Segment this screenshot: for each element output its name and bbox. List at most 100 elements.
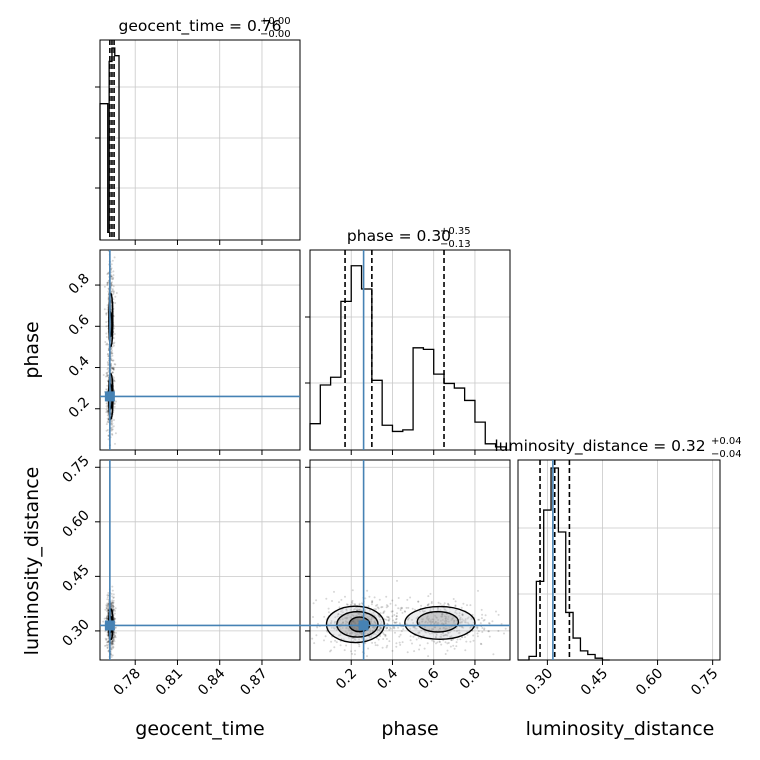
scatter-ld-vs-gt-point-98	[111, 640, 113, 643]
scatter-ld-vs-phase-point-855	[447, 615, 450, 618]
scatter-ld-vs-phase-point-275	[360, 632, 363, 635]
scatter-ld-vs-phase-point-317	[370, 618, 373, 621]
scatter-ld-vs-phase-point-533	[444, 619, 447, 622]
scatter-phase-vs-gt-point-666	[107, 362, 110, 365]
scatter-ld-vs-phase-point-52	[361, 637, 363, 640]
scatter-phase-vs-gt-point-309	[113, 401, 116, 404]
scatter-phase-vs-gt-point-278	[106, 371, 109, 374]
scatter-ld-vs-phase-point-805	[436, 608, 439, 611]
scatter-ld-vs-phase-point-131	[327, 607, 330, 610]
scatter-ld-vs-phase-point-621	[433, 626, 436, 629]
scatter-ld-vs-phase-point-360	[369, 615, 371, 617]
scatter-ld-vs-phase-point-244	[324, 635, 327, 638]
scatter-ld-vs-phase-point-270	[341, 622, 344, 625]
scatter-phase-vs-gt-point-694	[111, 289, 114, 292]
scatter-phase-vs-gt-point-205	[111, 424, 113, 426]
scatter-ld-vs-phase-point-125	[350, 632, 353, 635]
scatter-ld-vs-phase-point-666	[450, 639, 453, 642]
scatter-phase-vs-gt-point-482	[112, 276, 115, 279]
scatter-ld-vs-phase-point-442	[358, 632, 361, 634]
scatter-phase-vs-gt-point-55	[112, 367, 115, 370]
scatter-ld-vs-phase-point-695	[447, 602, 449, 605]
scatter-ld-vs-phase-point-531	[458, 614, 461, 617]
scatter-ld-vs-phase-point-310	[350, 650, 352, 653]
scatter-ld-vs-phase-point-746	[385, 618, 388, 621]
scatter-ld-vs-gt-point-75	[113, 631, 115, 634]
scatter-ld-vs-phase-point-491	[377, 615, 380, 618]
scatter-ld-vs-phase-point-475	[330, 649, 333, 652]
scatter-ld-vs-phase-point-844	[504, 627, 507, 630]
scatter-ld-vs-phase-point-115	[335, 641, 338, 644]
scatter-ld-vs-phase-point-100	[371, 626, 374, 629]
scatter-phase-vs-gt-point-522	[111, 367, 114, 370]
scatter-ld-vs-phase-point-437	[392, 619, 395, 622]
scatter-ld-vs-phase-point-628	[453, 620, 456, 623]
scatter-ld-vs-phase-point-450	[384, 634, 387, 637]
scatter-phase-vs-gt-point-338	[106, 406, 109, 409]
scatter-phase-vs-gt-point-684	[110, 263, 113, 266]
scatter-ld-vs-phase-point-236	[356, 606, 359, 609]
scatter-ld-vs-phase-point-136	[395, 645, 398, 648]
scatter-ld-vs-phase-point-629	[437, 622, 440, 625]
scatter-phase-vs-gt-point-401	[111, 281, 113, 284]
scatter-phase-vs-gt-point-160	[106, 388, 109, 391]
scatter-ld-vs-phase-point-166	[349, 603, 352, 606]
scatter-ld-vs-phase-point-762	[445, 633, 448, 636]
scatter-ld-vs-phase-point-801	[443, 626, 446, 629]
scatter-ld-vs-phase-point-256	[397, 597, 400, 599]
scatter-phase-vs-gt-point-219	[105, 408, 108, 411]
scatter-ld-vs-phase-point-703	[425, 631, 428, 634]
scatter-ld-vs-phase-point-274	[382, 633, 385, 636]
scatter-ld-vs-phase-point-782	[455, 612, 458, 615]
scatter-ld-vs-phase-point-752	[445, 613, 448, 615]
scatter-ld-vs-phase-point-494	[451, 617, 454, 620]
scatter-ld-vs-phase-point-372	[366, 616, 368, 618]
scatter-phase-vs-gt-point-480	[105, 321, 108, 323]
scatter-ld-vs-phase-point-643	[406, 651, 409, 654]
scatter-ld-vs-phase-point-440	[350, 601, 353, 604]
scatter-ld-vs-phase-point-19	[358, 613, 361, 616]
scatter-ld-vs-phase-point-430	[350, 629, 353, 632]
scatter-ld-vs-gt-point-95	[107, 641, 110, 644]
panel-ld-hist-grid	[518, 460, 720, 660]
scatter-ld-vs-gt-point-12	[113, 612, 116, 615]
scatter-phase-vs-gt-point-418	[106, 304, 109, 307]
scatter-ld-vs-phase-point-395	[341, 608, 344, 611]
scatter-ld-vs-phase-point-803	[420, 604, 423, 607]
scatter-ld-vs-gt-point-14	[105, 641, 108, 644]
scatter-ld-vs-phase-point-784	[462, 602, 465, 605]
scatter-ld-vs-phase-point-110	[357, 609, 360, 612]
scatter-ld-vs-phase-point-694	[466, 633, 469, 636]
hist-phase	[309, 265, 507, 450]
scatter-ld-vs-phase-point-725	[434, 614, 437, 617]
scatter-ld-vs-phase-point-199	[369, 630, 372, 632]
scatter-ld-vs-phase-point-361	[352, 619, 355, 622]
scatter-ld-vs-phase-point-349	[352, 620, 355, 623]
scatter-phase-vs-gt-point-207	[106, 410, 109, 413]
panel-ld-vs-gt-xticklabel-1: 0.81	[153, 666, 186, 699]
title-phase-sub: −0.13	[440, 239, 471, 250]
scatter-phase-vs-gt-point-331	[106, 417, 109, 420]
scatter-ld-vs-phase-point-313	[344, 595, 346, 598]
scatter-ld-vs-phase-point-314	[358, 643, 361, 646]
scatter-ld-vs-phase-point-332	[358, 645, 361, 648]
scatter-ld-vs-phase-point-776	[434, 636, 437, 638]
scatter-ld-vs-phase-point-248	[387, 616, 390, 619]
scatter-ld-vs-phase-point-183	[349, 616, 352, 619]
scatter-ld-vs-phase-point-45	[341, 618, 344, 621]
panel-geocent-time-hist-grid	[100, 40, 300, 240]
scatter-phase-vs-gt-point-661	[112, 292, 115, 295]
scatter-ld-vs-phase-point-704	[411, 607, 414, 610]
scatter-ld-vs-phase-point-221	[368, 618, 370, 620]
scatter-ld-vs-phase-point-118	[311, 637, 314, 640]
scatter-ld-vs-gt-point-384	[114, 636, 117, 639]
scatter-ld-vs-phase-point-43	[353, 621, 356, 624]
scatter-ld-vs-phase-point-321	[315, 599, 318, 602]
scatter-ld-vs-gt-point-546	[110, 654, 113, 657]
scatter-ld-vs-gt-point-594	[107, 640, 110, 643]
scatter-ld-vs-phase-point-577	[388, 618, 391, 620]
scatter-ld-vs-phase-point-61	[367, 616, 370, 619]
scatter-ld-vs-phase-point-702	[401, 607, 403, 610]
scatter-ld-vs-phase-point-808	[396, 579, 398, 582]
scatter-ld-vs-phase-point-30	[372, 633, 375, 636]
